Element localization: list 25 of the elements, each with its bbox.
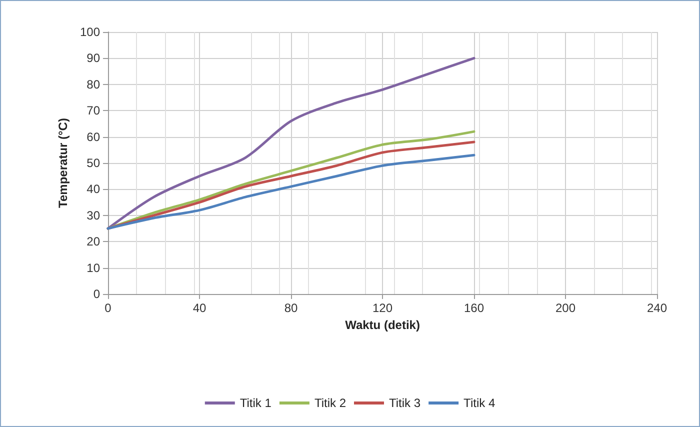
y-tick-label: 80 xyxy=(86,77,100,92)
y-tick-label: 40 xyxy=(86,182,100,196)
y-tick-label: 0 xyxy=(93,287,100,301)
legend-label: Titik 3 xyxy=(389,396,421,410)
y-tick-label: 90 xyxy=(86,51,100,66)
x-tick-label: 240 xyxy=(646,301,668,315)
legend-label: Titik 4 xyxy=(464,396,496,410)
x-tick-label: 120 xyxy=(372,301,393,315)
x-tick-label: 40 xyxy=(192,301,206,315)
x-axis-title: Waktu (detik) xyxy=(345,318,420,332)
y-tick-label: 100 xyxy=(80,25,100,39)
y-tick-label: 10 xyxy=(86,260,100,275)
x-tick-label: 200 xyxy=(555,301,576,315)
x-tick-label: 80 xyxy=(284,301,298,315)
x-tick-label: 0 xyxy=(104,301,112,315)
x-tick-label: 160 xyxy=(464,301,484,315)
line-series xyxy=(106,56,476,230)
y-tick-label: 70 xyxy=(86,104,100,118)
y-tick-label: 60 xyxy=(86,130,100,144)
y-tick-label: 30 xyxy=(86,208,100,222)
legend-label: Titik 2 xyxy=(314,396,346,410)
legend-label: Titik 1 xyxy=(240,396,272,410)
y-tick-label: 20 xyxy=(86,234,100,249)
y-tick-label: 50 xyxy=(86,156,100,170)
y-axis-title: Temperatur (°C) xyxy=(56,118,70,208)
